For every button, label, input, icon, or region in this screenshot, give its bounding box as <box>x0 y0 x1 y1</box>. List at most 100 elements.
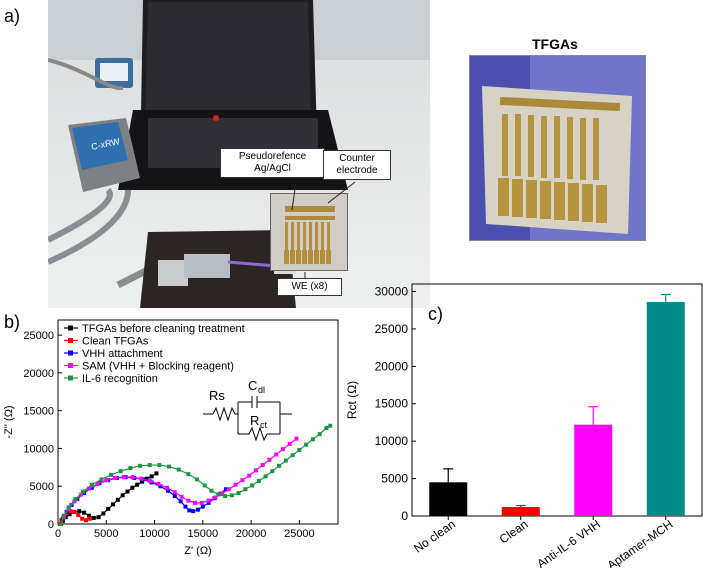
data-point <box>172 490 177 495</box>
data-point <box>68 509 73 514</box>
circuit-cdl: C <box>248 378 257 393</box>
x-tick-label: 15000 <box>188 528 219 540</box>
data-point <box>149 474 154 479</box>
data-point <box>206 498 211 503</box>
bar <box>501 507 540 516</box>
data-point <box>283 458 288 463</box>
data-point <box>213 495 218 500</box>
data-point <box>84 518 88 523</box>
y-tick-label: 15000 <box>23 406 54 418</box>
data-point <box>77 509 82 514</box>
data-point <box>290 453 295 458</box>
data-point <box>260 463 265 468</box>
x-tick-label: Clean <box>497 517 531 546</box>
data-point <box>89 485 94 490</box>
data-point <box>118 469 123 474</box>
data-point <box>120 493 125 498</box>
data-point <box>267 457 272 462</box>
x-tick-label: Aptamer-MCH <box>605 517 676 568</box>
data-point <box>156 481 161 486</box>
circuit-cdl-sub: dl <box>258 385 265 395</box>
data-point <box>91 515 96 520</box>
plot-frame <box>57 319 339 525</box>
data-point <box>250 483 255 488</box>
panel-label-c: c) <box>428 304 443 324</box>
data-point <box>140 479 144 484</box>
data-point <box>166 488 171 493</box>
legend-marker <box>68 338 73 343</box>
data-point <box>104 478 109 483</box>
data-point <box>274 452 279 457</box>
y-tick-label: 25000 <box>375 322 409 336</box>
rct-bar-chart: 0 5000 10000 15000 20000 25000 30000 Rct (Ω) No … <box>345 283 703 568</box>
data-point <box>76 512 81 517</box>
series-line <box>60 425 331 525</box>
legend-marker <box>68 325 73 331</box>
data-point <box>236 491 241 496</box>
data-point <box>277 463 282 468</box>
data-point <box>86 486 91 491</box>
y-tick-label: 5000 <box>30 481 54 493</box>
data-point <box>95 481 100 486</box>
panel-label-b: b) <box>4 312 21 332</box>
y-tick-label: 10000 <box>375 434 409 448</box>
data-point <box>61 514 66 519</box>
y-tick-label: 5000 <box>381 472 408 486</box>
callout-reference-line2: Ag/AgCl <box>254 163 291 174</box>
data-point <box>199 500 204 505</box>
data-point <box>147 463 152 468</box>
x-tick-label: No clean <box>411 517 458 556</box>
data-point <box>226 487 231 492</box>
data-point <box>186 498 191 503</box>
data-point <box>209 488 214 493</box>
data-point <box>111 502 116 507</box>
data-point <box>253 468 258 473</box>
data-point <box>81 489 86 494</box>
circuit-rct-sub: ct <box>260 420 268 430</box>
legend-entry: TFGAs before cleaning treatment <box>82 323 245 335</box>
y-tick-label: 0 <box>401 509 408 523</box>
electrode-zoom-photo <box>270 193 348 271</box>
data-point <box>206 500 211 505</box>
bar <box>646 301 685 516</box>
x-tick-label: 25000 <box>284 528 315 540</box>
x-tick-label: Anti-IL-6 VHH <box>534 517 603 568</box>
callout-we: WE (x8) <box>277 278 342 296</box>
equivalent-circuit: Rs C dl R ct <box>203 378 292 442</box>
x-axis-label: Z' (Ω) <box>184 545 211 557</box>
series-line <box>60 438 297 525</box>
callout-counter-line1: Counter <box>339 153 375 164</box>
data-point <box>79 492 84 497</box>
callout-counter: Counter electrode <box>323 150 391 180</box>
legend-entry: SAM (VHH + Blocking reagent) <box>82 361 234 373</box>
tfga-photo <box>469 55 646 241</box>
panel-label-a: a) <box>4 6 21 26</box>
data-point <box>154 471 159 476</box>
data-point <box>195 477 200 482</box>
data-point <box>247 473 252 478</box>
data-point <box>115 497 120 502</box>
bar <box>574 424 613 516</box>
x-tick-label: 0 <box>55 528 61 540</box>
data-point <box>106 506 111 511</box>
data-point <box>263 474 268 479</box>
data-point <box>72 499 77 504</box>
data-point <box>280 447 285 452</box>
y-tick-label: 20000 <box>375 359 409 373</box>
y-tick-label: 10000 <box>23 443 54 455</box>
nyquist-chart: 0 5000 10000 15000 20000 25000 0 5000 10000 15000… <box>3 319 339 557</box>
data-point <box>144 476 149 481</box>
data-point <box>67 512 72 517</box>
data-point <box>224 487 228 492</box>
data-point <box>125 489 130 494</box>
legend-entry: Clean TFGAs <box>82 336 149 348</box>
y-tick-label: 20000 <box>23 368 54 380</box>
data-point <box>165 485 170 490</box>
legend-entry: VHH attachment <box>82 348 163 360</box>
callout-counter-line2: electrode <box>336 165 378 176</box>
circuit-rct: R <box>250 413 259 428</box>
data-point <box>202 483 207 488</box>
data-point <box>304 442 309 447</box>
data-point <box>87 516 92 521</box>
y-tick-label: 0 <box>48 519 54 531</box>
